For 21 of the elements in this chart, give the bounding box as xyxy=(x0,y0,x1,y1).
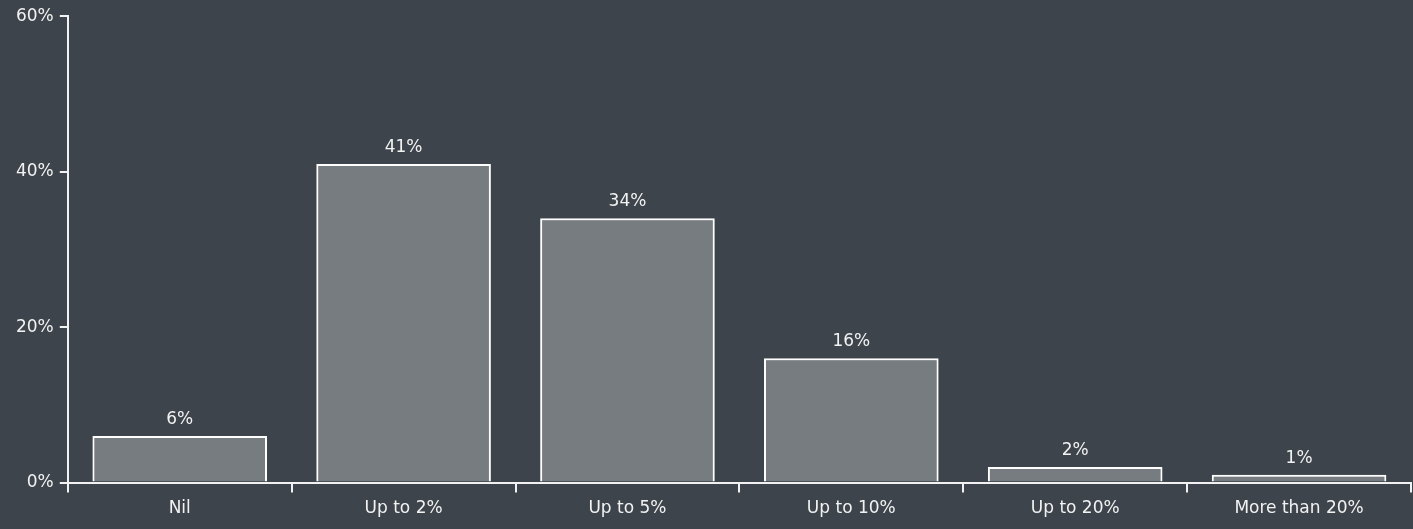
bar xyxy=(316,163,491,482)
bar xyxy=(92,435,268,482)
data-label: 6% xyxy=(166,407,194,428)
x-tick-label: Nil xyxy=(168,497,191,518)
x-tick-label: Up to 20% xyxy=(1030,497,1120,518)
bar xyxy=(540,218,715,482)
data-label: 41% xyxy=(384,135,423,156)
y-tick-label: 0% xyxy=(26,471,54,492)
y-tick-label: 40% xyxy=(15,160,54,181)
x-tick-label: Up to 5% xyxy=(588,497,667,518)
bar xyxy=(764,358,939,482)
data-label: 1% xyxy=(1285,446,1313,467)
x-tick-label: Up to 2% xyxy=(364,497,443,518)
data-label: 16% xyxy=(832,330,871,351)
y-tick-label: 60% xyxy=(15,4,54,25)
x-tick-label: More than 20% xyxy=(1234,497,1364,518)
data-label: 2% xyxy=(1061,438,1089,459)
y-tick-label: 20% xyxy=(15,315,54,336)
data-label: 34% xyxy=(608,190,647,211)
x-tick-label: Up to 10% xyxy=(806,497,896,518)
bar xyxy=(987,467,1163,482)
